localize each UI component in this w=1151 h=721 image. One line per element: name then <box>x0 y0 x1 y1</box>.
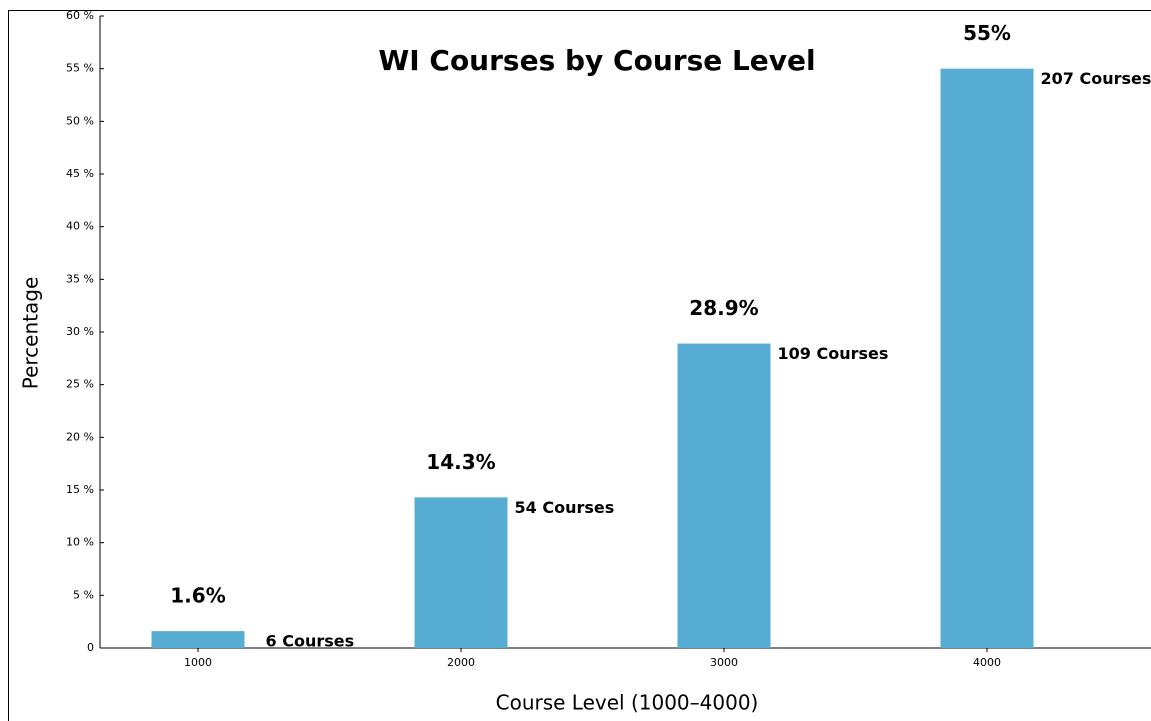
bar <box>151 631 245 648</box>
y-tick-label: 15 % <box>66 483 94 496</box>
value-label: 28.9% <box>689 296 758 320</box>
y-tick-label: 35 % <box>66 272 94 285</box>
x-tick-label: 3000 <box>710 656 738 669</box>
x-tick-label: 1000 <box>184 656 212 669</box>
y-tick-label: 40 % <box>66 220 94 233</box>
bar <box>414 497 508 648</box>
y-tick-label: 30 % <box>66 325 94 338</box>
count-label: 109 Courses <box>778 344 889 363</box>
count-label: 54 Courses <box>515 498 615 517</box>
y-tick-label: 5 % <box>73 588 94 601</box>
y-tick-label: 25 % <box>66 378 94 391</box>
value-label: 1.6% <box>170 584 225 608</box>
y-tick-label: 45 % <box>66 167 94 180</box>
value-label: 14.3% <box>426 450 495 474</box>
x-tick-label: 4000 <box>973 656 1001 669</box>
x-axis-label: Course Level (1000–4000) <box>496 691 759 715</box>
y-tick-label: 60 % <box>66 9 94 22</box>
y-tick-label: 10 % <box>66 536 94 549</box>
y-tick-label: 0 <box>87 641 94 654</box>
y-tick-label: 55 % <box>66 62 94 75</box>
frame <box>8 10 1151 721</box>
y-axis-label: Percentage <box>19 277 43 390</box>
bar <box>677 343 771 648</box>
count-label: 6 Courses <box>266 632 355 651</box>
chart-title: WI Courses by Course Level <box>378 44 815 77</box>
y-tick-label: 50 % <box>66 114 94 127</box>
value-label: 55% <box>963 21 1011 45</box>
bar <box>940 68 1034 648</box>
count-label: 207 Courses <box>1041 69 1151 88</box>
x-tick-label: 2000 <box>447 656 475 669</box>
y-tick-label: 20 % <box>66 430 94 443</box>
